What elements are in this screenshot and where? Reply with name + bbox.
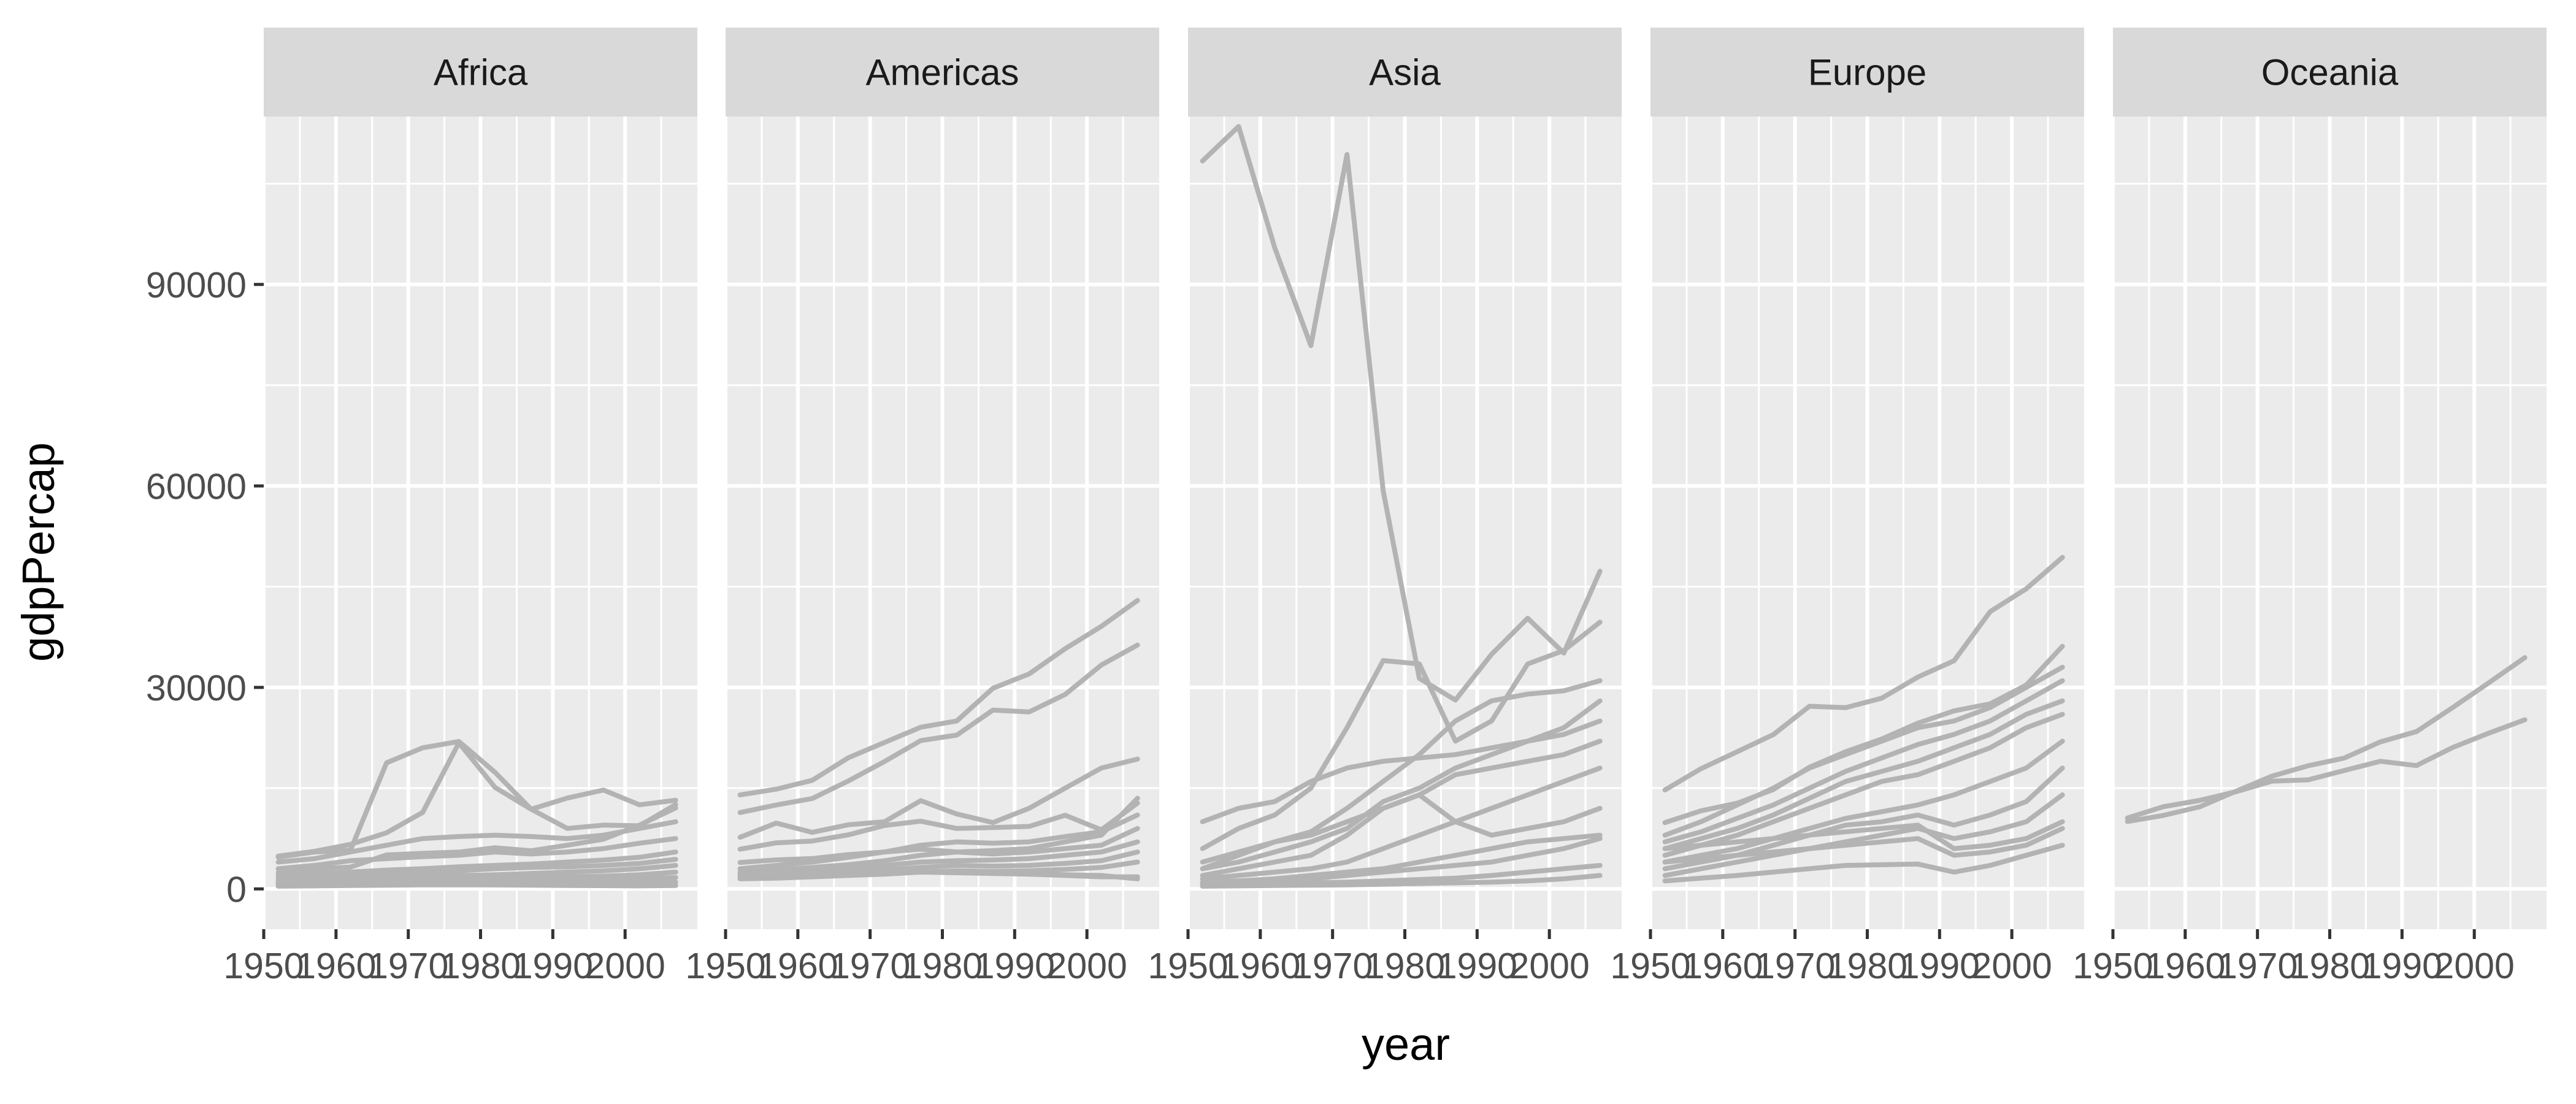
y-axis-title: gdpPercap [13, 442, 64, 662]
series-line [737, 642, 1140, 815]
x-tick-label: 1950 [1610, 946, 1690, 986]
x-tick-label: 1970 [830, 946, 910, 986]
series-line [737, 839, 1140, 877]
series-line [1662, 554, 2065, 792]
x-tick-label: 1970 [368, 946, 448, 986]
facet-strip-label: Americas [865, 52, 1019, 93]
series-line [737, 826, 1140, 875]
facet-strip [726, 28, 1159, 117]
series-line [1200, 873, 1603, 889]
y-axis: 0 30000 60000 90000 [146, 265, 264, 910]
facet-strip [264, 28, 697, 117]
series-line [275, 805, 678, 875]
series-group [1662, 554, 2065, 884]
series-group [737, 598, 1140, 881]
facet-strip-label: Europe [1808, 52, 1926, 93]
x-tick-label: 1990 [1899, 946, 1980, 986]
facet-strip [1650, 28, 2084, 117]
series-line [737, 795, 1140, 865]
series-line [1200, 765, 1603, 881]
x-tick-label: 1990 [513, 946, 593, 986]
x-tick-label: 1980 [1827, 946, 1907, 986]
series-line [275, 740, 678, 859]
series-line [275, 819, 678, 865]
x-tick-label: 1970 [2217, 946, 2298, 986]
series-line [1200, 619, 1603, 851]
facet-panels: Africa195019601970198019902000Americas19… [223, 28, 2547, 986]
x-tick-label: 1960 [757, 946, 838, 986]
x-tick-label: 1980 [2290, 946, 2370, 986]
x-tick-label: 1990 [1437, 946, 1517, 986]
x-tick-label: 1950 [685, 946, 765, 986]
x-tick-label: 2000 [1509, 946, 1590, 986]
series-line [1200, 718, 1603, 824]
series-line [275, 857, 678, 881]
series-group [275, 738, 678, 889]
x-tick-label: 1960 [2145, 946, 2225, 986]
series-line [1662, 738, 2065, 865]
series-line [1662, 678, 2065, 845]
y-tick-label: 0 [226, 869, 247, 910]
x-tick-label: 2000 [2434, 946, 2515, 986]
x-tick-label: 1970 [1755, 946, 1835, 986]
x-tick-label: 2000 [1047, 946, 1127, 986]
x-tick-label: 1960 [1682, 946, 1763, 986]
facet-strip-label: Oceania [2261, 52, 2399, 93]
x-tick-label: 1950 [2072, 946, 2153, 986]
series-line [275, 849, 678, 878]
series-line [1200, 792, 1603, 872]
series-line [737, 869, 1140, 881]
x-tick-label: 2000 [1972, 946, 2052, 986]
series-group [1200, 124, 1603, 889]
x-tick-label: 1980 [440, 946, 521, 986]
x-tick-label: 1960 [1220, 946, 1300, 986]
x-tick-label: 2000 [585, 946, 665, 986]
series-line [2125, 717, 2528, 821]
facet-strip [1188, 28, 1622, 117]
x-tick-label: 1980 [1365, 946, 1445, 986]
series-line [1662, 698, 2065, 851]
series-line [737, 756, 1140, 840]
series-line [1662, 664, 2065, 838]
series-line [275, 836, 678, 872]
x-tick-label: 1950 [223, 946, 304, 986]
series-line [1662, 711, 2065, 858]
series-line [1662, 826, 2065, 865]
series-group [2125, 655, 2528, 824]
y-tick-label: 30000 [146, 668, 247, 708]
x-tick-label: 1960 [296, 946, 376, 986]
x-tick-label: 1980 [902, 946, 983, 986]
series-line [1200, 836, 1603, 886]
series-line [737, 800, 1140, 852]
x-tick-label: 1970 [1292, 946, 1373, 986]
facet-strip-label: Africa [434, 52, 528, 93]
series-line [1662, 792, 2065, 878]
series-line [275, 882, 678, 889]
facet-strip [2113, 28, 2547, 117]
series-line [1662, 819, 2065, 851]
facet-strip-label: Asia [1369, 52, 1441, 93]
series-line [2125, 655, 2528, 824]
x-tick-label: 1990 [2362, 946, 2442, 986]
y-tick-label: 90000 [146, 265, 247, 305]
x-tick-label: 1950 [1148, 946, 1228, 986]
series-line [1200, 124, 1603, 703]
series-line [737, 812, 1140, 872]
series-line [1662, 843, 2065, 884]
x-axis-title: year [1362, 1019, 1450, 1070]
x-tick-label: 1990 [975, 946, 1055, 986]
series-line [275, 738, 678, 860]
y-tick-label: 60000 [146, 466, 247, 507]
series-line [737, 598, 1140, 798]
